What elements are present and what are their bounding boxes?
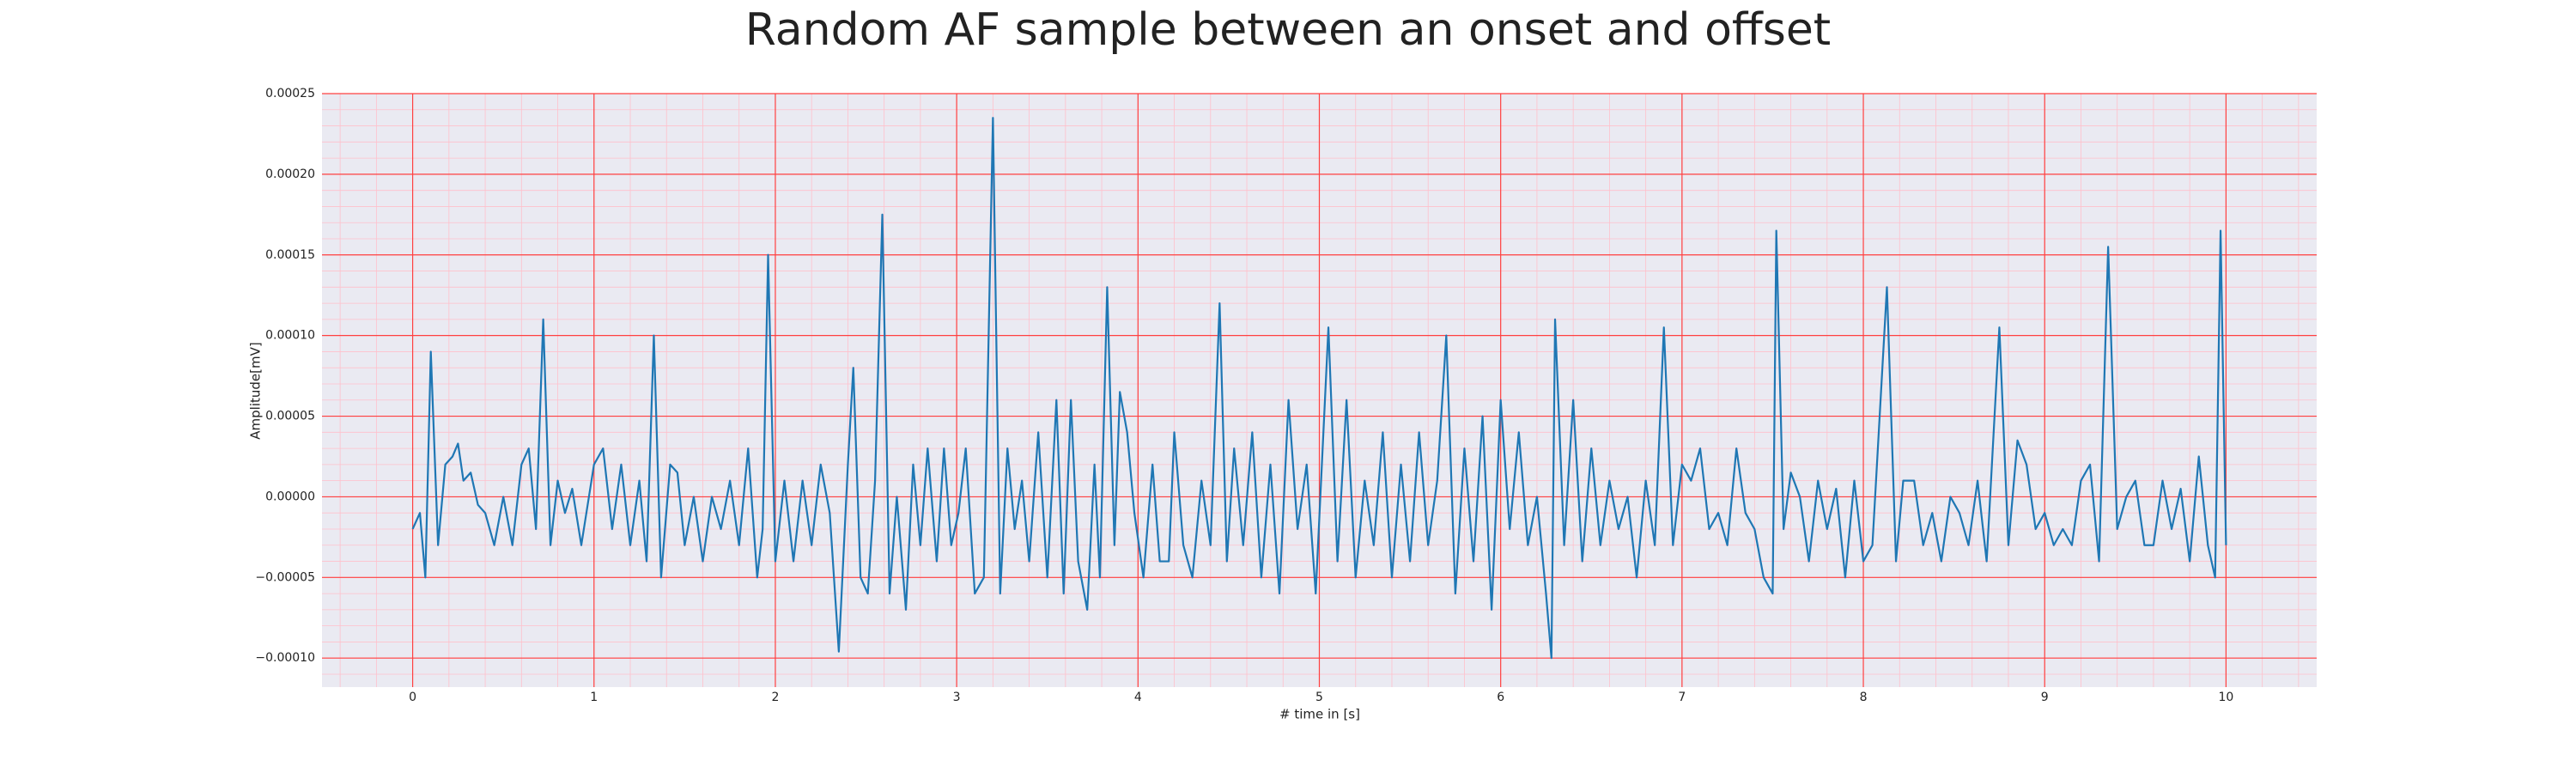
x-tick-label: 6 bbox=[1497, 691, 1504, 704]
y-tick-label: 0.00025 bbox=[265, 87, 315, 100]
x-tick-label: 3 bbox=[953, 691, 961, 704]
y-tick-label: 0.00020 bbox=[265, 167, 315, 181]
x-tick-label: 5 bbox=[1315, 691, 1323, 704]
x-tick-label: 2 bbox=[771, 691, 779, 704]
x-tick-label: 4 bbox=[1134, 691, 1142, 704]
x-axis-label: # time in [s] bbox=[1279, 707, 1360, 722]
x-tick-label: 7 bbox=[1678, 691, 1686, 704]
x-tick-label: 0 bbox=[409, 691, 416, 704]
y-tick-label: 0.00005 bbox=[265, 410, 315, 423]
y-tick-label: −0.00010 bbox=[255, 651, 315, 665]
y-tick-label: 0.00015 bbox=[265, 248, 315, 262]
x-tick-label: 8 bbox=[1860, 691, 1868, 704]
x-tick-label: 10 bbox=[2218, 691, 2233, 704]
y-tick-label: 0.00010 bbox=[265, 329, 315, 343]
chart-title: Random AF sample between an onset and of… bbox=[745, 4, 1831, 56]
signal-line bbox=[411, 117, 2227, 660]
x-tick-label: 9 bbox=[2041, 691, 2049, 704]
x-tick-label: 1 bbox=[590, 691, 598, 704]
y-tick-label: −0.00005 bbox=[255, 570, 315, 584]
y-tick-label: 0.00000 bbox=[265, 490, 315, 503]
y-axis-label: Amplitude[mV] bbox=[248, 342, 264, 439]
